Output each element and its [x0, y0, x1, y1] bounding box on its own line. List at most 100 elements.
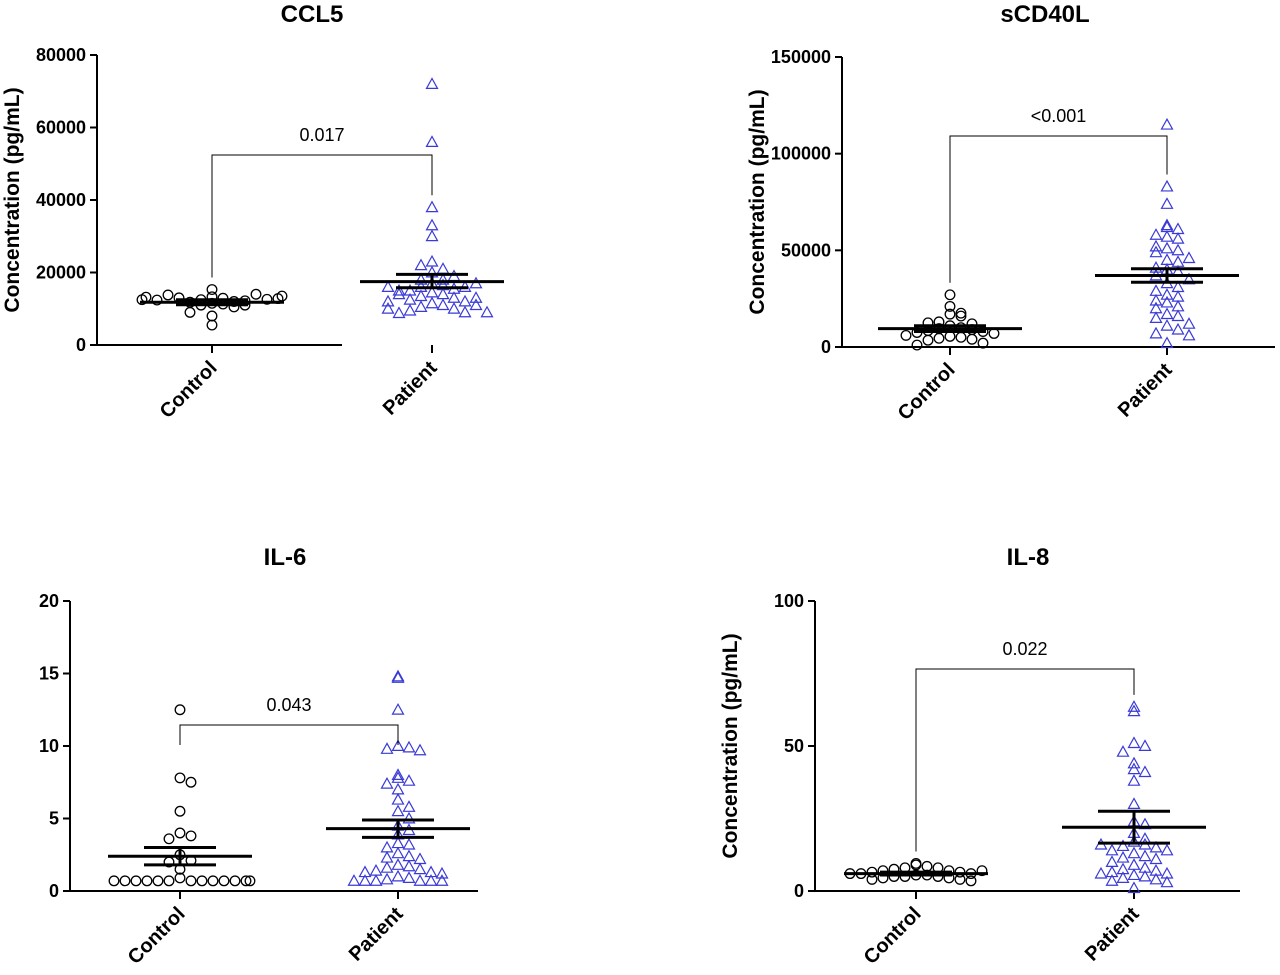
- patient-point: [1160, 307, 1174, 320]
- y-tick-label: 0: [794, 881, 804, 901]
- y-tick-label: 100000: [771, 144, 831, 164]
- patient-point: [413, 743, 427, 756]
- patient-point: [1138, 869, 1152, 882]
- chart-panel-il-6: IL-605101520Concentration (pg/mL)Control…: [39, 544, 478, 969]
- patient-point: [391, 869, 405, 882]
- y-axis-label: Concentration (pg/mL): [746, 89, 769, 314]
- patient-point: [1138, 739, 1152, 752]
- patient-point: [413, 862, 427, 875]
- patient-point: [1127, 858, 1141, 870]
- y-tick-label: 50000: [781, 240, 831, 260]
- x-tick-label: Control: [124, 903, 190, 969]
- patient-point: [469, 291, 483, 303]
- patient-point: [392, 283, 406, 296]
- control-point: [977, 337, 989, 349]
- patient-point: [413, 852, 427, 865]
- control-point: [184, 306, 196, 318]
- patient-point: [1127, 700, 1141, 712]
- control-point: [922, 334, 934, 346]
- y-tick-label: 40000: [36, 190, 86, 210]
- x-tick-label: Patient: [345, 903, 408, 966]
- y-tick-label: 150000: [771, 47, 831, 67]
- chart-panel-il-8: IL-8 0 50 100 Concentration (pg/mL) Control Pa…: [719, 544, 1240, 969]
- control-point: [965, 875, 977, 887]
- patient-point: [1127, 797, 1141, 810]
- y-tick-label: 15: [39, 664, 59, 684]
- x-tick-label: Patient: [1081, 903, 1144, 966]
- patient-point: [469, 298, 483, 311]
- y-tick-label: 0: [821, 337, 831, 357]
- patient-point: [1149, 260, 1163, 273]
- patient-point: [1149, 301, 1163, 314]
- patient-point: [402, 811, 416, 824]
- control-point: [206, 310, 218, 322]
- patient-point: [1160, 253, 1174, 265]
- control-point: [240, 875, 252, 887]
- control-point: [174, 772, 186, 784]
- patient-point: [1149, 852, 1163, 865]
- patient-point: [391, 846, 405, 859]
- patient-point: [480, 305, 494, 318]
- control-point: [119, 875, 131, 887]
- patient-point: [1127, 774, 1141, 786]
- control-point: [206, 319, 218, 331]
- patient-point: [1105, 843, 1119, 856]
- p-value-label: 0.043: [266, 695, 311, 715]
- patient-point: [391, 739, 405, 752]
- control-point: [244, 875, 256, 887]
- y-tick-label: 60000: [36, 118, 86, 138]
- p-value-label: 0.017: [299, 125, 344, 145]
- p-value-label: <0.001: [1031, 106, 1087, 126]
- patient-point: [1149, 872, 1163, 885]
- patient-point: [391, 804, 405, 817]
- control-point: [944, 289, 956, 301]
- control-point: [866, 873, 878, 885]
- control-point: [174, 704, 186, 716]
- control-point: [976, 865, 988, 877]
- control-point: [261, 293, 273, 305]
- control-point: [174, 827, 186, 839]
- patient-point: [380, 850, 394, 863]
- patient-point: [1171, 309, 1185, 322]
- patient-point: [391, 771, 405, 783]
- patient-point: [380, 872, 394, 885]
- control-point: [152, 875, 164, 887]
- patient-point: [402, 837, 416, 850]
- control-point: [130, 875, 142, 887]
- control-point: [185, 830, 197, 842]
- patient-point: [425, 77, 439, 90]
- patient-point: [381, 302, 395, 314]
- patient-point: [392, 306, 406, 319]
- patient-point: [1160, 241, 1174, 254]
- patient-point: [425, 229, 439, 242]
- y-tick-label: 10: [39, 736, 59, 756]
- patient-point: [1105, 855, 1119, 868]
- patient-point: [458, 294, 472, 307]
- patient-point: [380, 776, 394, 789]
- control-point: [174, 872, 186, 884]
- y-axis-label: Concentration (pg/mL): [719, 633, 742, 858]
- control-point: [955, 331, 967, 343]
- y-tick-label: 0: [49, 881, 59, 901]
- patient-point: [1160, 218, 1174, 231]
- patient-point: [1160, 318, 1174, 331]
- control-point: [108, 875, 120, 887]
- patient-point: [425, 296, 439, 309]
- control-point: [955, 310, 967, 322]
- control-point: [163, 875, 175, 887]
- patient-point: [381, 280, 395, 292]
- patient-point: [1116, 871, 1130, 883]
- patient-point: [1171, 222, 1185, 235]
- patient-point: [380, 861, 394, 873]
- patient-point: [1149, 284, 1163, 296]
- patient-point: [1127, 834, 1141, 847]
- x-tick-label: Patient: [1114, 359, 1177, 422]
- patient-point: [436, 262, 450, 274]
- control-point: [136, 294, 148, 306]
- significance-bracket: [915, 668, 1135, 852]
- patient-point: [1149, 326, 1163, 339]
- patient-point: [1105, 874, 1119, 886]
- patient-point: [425, 254, 439, 267]
- y-tick-label: 20000: [36, 263, 86, 283]
